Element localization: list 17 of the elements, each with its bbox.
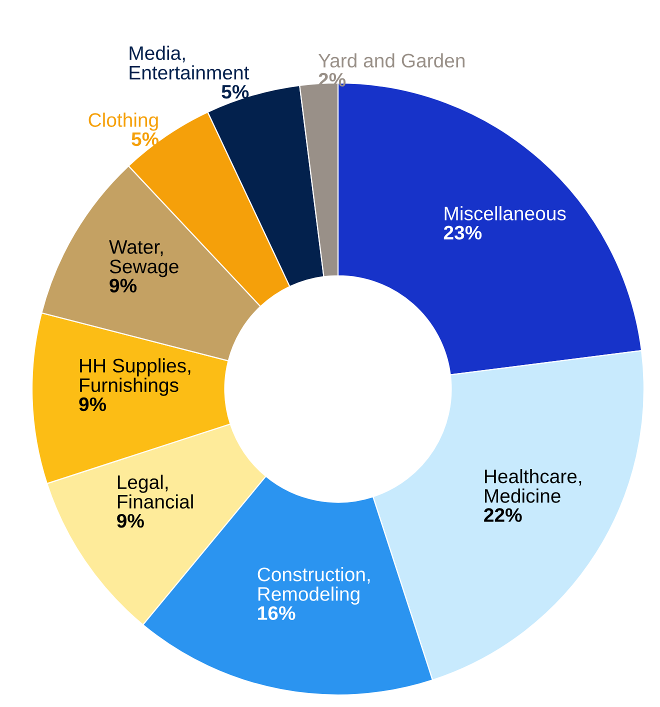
slice-label: Legal, Financial [118, 474, 193, 509]
data-label: 9% [117, 514, 144, 528]
data-label: 16% [258, 606, 296, 620]
data-label: 5% [132, 132, 159, 146]
slice-label: Yard and Garden [318, 53, 464, 68]
data-label: 9% [79, 397, 106, 412]
slice-label: Healthcare, Medicine [485, 469, 582, 503]
slice-label: Miscellaneous [444, 206, 566, 220]
slice-label: Clothing [88, 112, 158, 131]
data-label: 22% [484, 508, 522, 522]
data-label: 23% [444, 226, 482, 240]
slice-label: Water, Sewage [109, 240, 178, 278]
slice-label: Construction, Remodeling [258, 567, 370, 605]
data-label: 9% [110, 278, 137, 292]
data-label: 5% [222, 84, 249, 99]
slice-label: Media, Entertainment [130, 46, 250, 80]
slice-label: HH Supplies, Furnishings [80, 358, 190, 396]
